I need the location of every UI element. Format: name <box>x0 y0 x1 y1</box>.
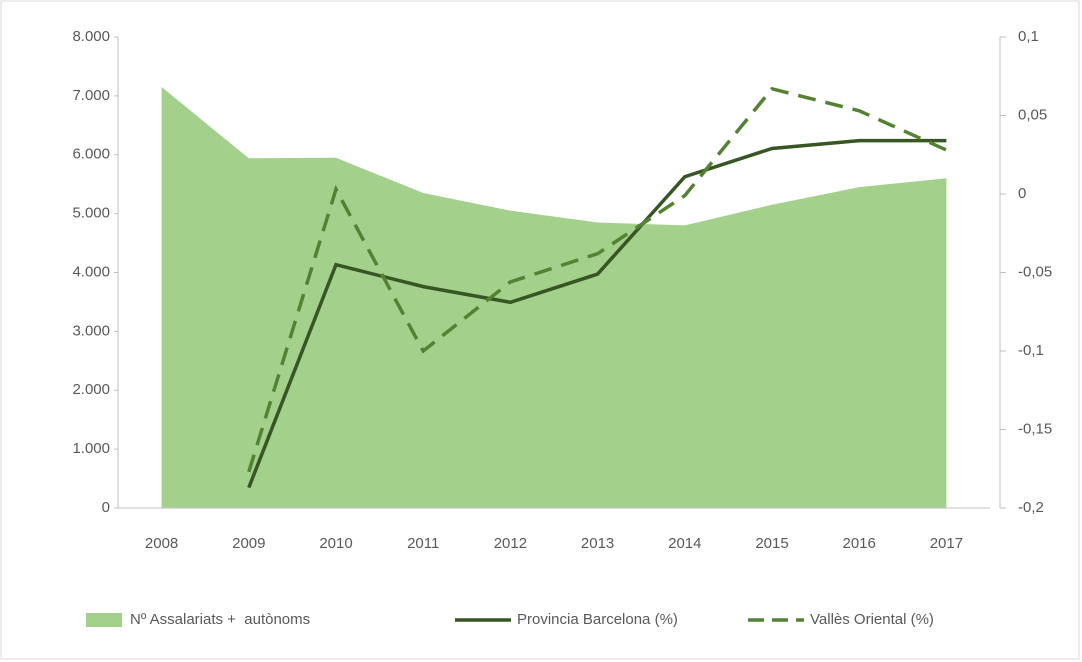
y2-tick-label: 0 <box>1018 185 1026 202</box>
x-tick-label: 2009 <box>232 535 265 552</box>
x-tick-label: 2016 <box>843 535 876 552</box>
legend-swatch <box>86 613 122 627</box>
y-tick-label: 0 <box>102 499 110 516</box>
y-tick-label: 3.000 <box>72 322 110 339</box>
x-tick-label: 2015 <box>755 535 788 552</box>
y-tick-label: 5.000 <box>72 205 110 222</box>
x-tick-label: 2013 <box>581 535 614 552</box>
x-tick-label: 2010 <box>319 535 352 552</box>
legend-label: Provincia Barcelona (%) <box>517 611 678 628</box>
x-tick-label: 2011 <box>407 535 439 552</box>
y-tick-label: 7.000 <box>72 87 110 104</box>
line <box>247 138 947 489</box>
legend-label: Nº Assalariats + autònoms <box>130 611 310 628</box>
line <box>247 86 948 473</box>
y-tick-label: 1.000 <box>72 440 110 457</box>
x-tick-label: 2017 <box>930 535 963 552</box>
y-tick-label: 2.000 <box>72 381 110 398</box>
y2-tick-label: -0,2 <box>1018 499 1044 516</box>
y2-tick-label: 0,05 <box>1018 106 1047 123</box>
area <box>161 87 947 508</box>
legend-label: Vallès Oriental (%) <box>810 611 934 628</box>
y-tick-label: 4.000 <box>72 263 110 280</box>
x-tick-label: 2008 <box>145 535 178 552</box>
y-tick-label: 6.000 <box>72 146 110 163</box>
y2-tick-label: -0,15 <box>1018 420 1052 437</box>
y2-tick-label: -0,1 <box>1018 342 1044 359</box>
x-tick-label: 2012 <box>494 535 527 552</box>
y-tick-label: 8.000 <box>72 28 110 45</box>
x-tick-label: 2014 <box>668 535 701 552</box>
y2-tick-label: -0,05 <box>1018 263 1052 280</box>
y2-tick-label: 0,1 <box>1018 28 1039 45</box>
